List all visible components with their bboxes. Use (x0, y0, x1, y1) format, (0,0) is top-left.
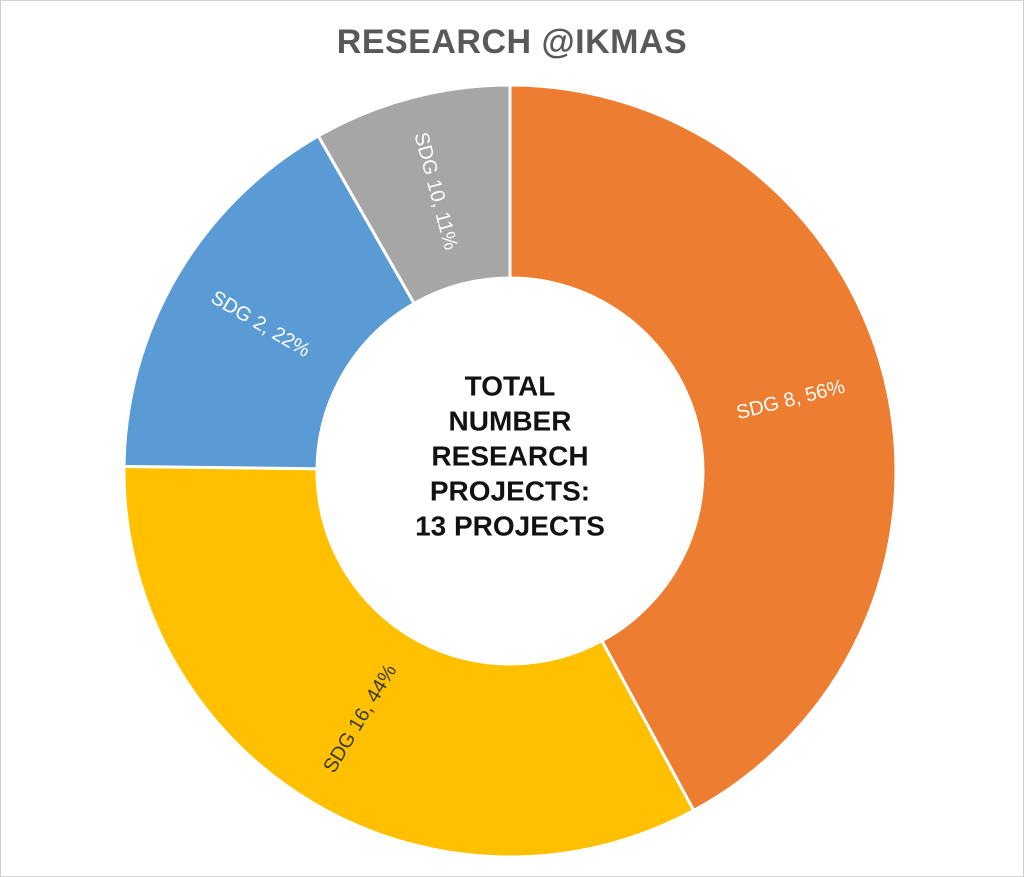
chart-title: RESEARCH @IKMAS (336, 23, 688, 61)
donut-slice-sdg-10 (316, 83, 512, 305)
donut-slice-sdg-16 (122, 464, 696, 859)
center-label-line: 13 PROJECTS (415, 510, 605, 542)
center-label: TOTAL NUMBER RESEARCH PROJECTS: 13 PROJECTS (340, 369, 680, 544)
center-label-line: RESEARCH (431, 440, 589, 472)
center-label-line: PROJECTS: (429, 475, 591, 507)
donut-slice-sdg-8 (508, 83, 898, 812)
donut-slice-sdg-2 (122, 134, 416, 471)
center-label-line: NUMBER (448, 405, 572, 437)
center-label-line: TOTAL (464, 370, 556, 402)
